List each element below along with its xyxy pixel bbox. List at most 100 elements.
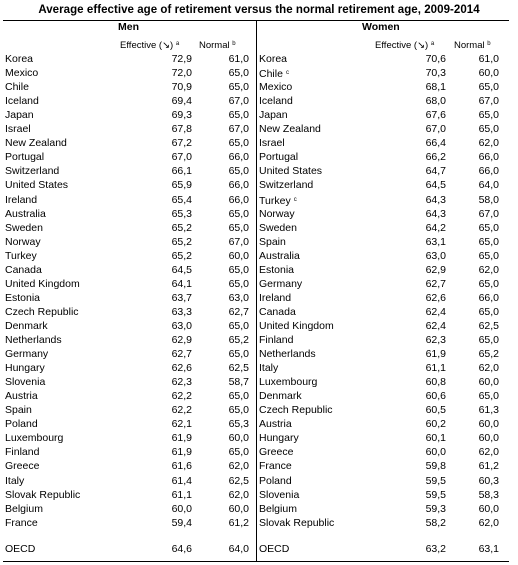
- men-table-row: Slovenia 62,3 58,7: [3, 375, 253, 389]
- country-name: Netherlands: [5, 333, 62, 347]
- country-label: Portugal: [5, 151, 45, 163]
- country-label: Slovenia: [259, 489, 300, 501]
- effective-age-value: 67,6: [425, 109, 446, 121]
- country-label: Finland: [259, 334, 294, 346]
- men-table-row: Hungary 62,6 62,5: [3, 361, 253, 375]
- men-effective-header: Effective (↘) a: [120, 40, 179, 51]
- country-label: Japan: [259, 109, 288, 121]
- country-label: Czech Republic: [259, 404, 333, 416]
- women-table-row: Sweden 64,2 65,0: [257, 221, 507, 235]
- effective-age-value: 59,5: [425, 475, 446, 487]
- country-label: Sweden: [5, 222, 43, 234]
- effective-age-value: 60,0: [171, 503, 192, 515]
- country-name: Norway: [259, 207, 295, 221]
- country-name: Slovenia: [259, 488, 299, 502]
- men-table-row: United States 65,9 66,0: [3, 178, 253, 192]
- country-name: Chile: [5, 80, 29, 94]
- country-label: Israel: [259, 137, 285, 149]
- effective-age-value: 65,4: [171, 194, 192, 206]
- effective-age-value: 68,0: [425, 95, 446, 107]
- normal-age-value: 62,0: [228, 460, 249, 472]
- country-name: Estonia: [5, 291, 40, 305]
- normal-age-value: 65,0: [228, 81, 249, 93]
- men-table-row: Chile 70,9 65,0: [3, 80, 253, 94]
- country-label: Korea: [259, 53, 288, 65]
- men-table-row: Mexico 72,0 65,0: [3, 66, 253, 80]
- effective-age-value: 62,6: [171, 362, 192, 374]
- normal-age-value: 63,0: [228, 292, 249, 304]
- country-name: Sweden: [259, 221, 297, 235]
- country-name: Canada: [259, 305, 296, 319]
- country-label: Australia: [5, 208, 46, 220]
- effective-age-value: 62,7: [425, 278, 446, 290]
- effective-age-value: 65,2: [171, 222, 192, 234]
- country-label: Estonia: [259, 264, 295, 276]
- men-table-row: Japan 69,3 65,0: [3, 108, 253, 122]
- country-name: Canada: [5, 263, 42, 277]
- women-table-row: Chile c 70,3 60,0: [257, 66, 507, 80]
- normal-age-value: 67,0: [478, 95, 499, 107]
- women-normal-header: Normal b: [454, 40, 491, 51]
- normal-age-value: 60,0: [478, 67, 499, 79]
- effective-age-value: 67,2: [171, 137, 192, 149]
- country-name: Ireland: [5, 193, 37, 207]
- normal-age-value: 65,0: [228, 208, 249, 220]
- country-name: Germany: [259, 277, 302, 291]
- country-name: Netherlands: [259, 347, 316, 361]
- effective-age-value: 64,2: [425, 222, 446, 234]
- country-name: Slovenia: [5, 375, 45, 389]
- men-table-row: Germany 62,7 65,0: [3, 347, 253, 361]
- women-table-row: Turkey c 64,3 58,0: [257, 193, 507, 207]
- effective-age-value: 59,4: [171, 517, 192, 529]
- normal-age-value: 65,0: [478, 390, 499, 402]
- country-name: Turkey c: [259, 193, 297, 208]
- country-name: Estonia: [259, 263, 294, 277]
- normal-age-value: 60,0: [478, 432, 499, 444]
- men-table-row: Turkey 65,2 60,0: [3, 249, 253, 263]
- men-table-row: Portugal 67,0 66,0: [3, 150, 253, 164]
- country-name: Spain: [259, 235, 286, 249]
- normal-age-value: 62,0: [228, 489, 249, 501]
- country-label: Luxembourg: [259, 376, 318, 388]
- normal-age-value: 60,0: [478, 418, 499, 430]
- women-normal-label: Normal: [454, 40, 485, 51]
- normal-age-value: 65,0: [478, 222, 499, 234]
- effective-age-value: 64,6: [171, 543, 192, 555]
- effective-age-value: 63,2: [425, 543, 446, 555]
- country-label: Netherlands: [5, 334, 62, 346]
- country-name: Denmark: [259, 389, 302, 403]
- normal-age-value: 61,2: [228, 517, 249, 529]
- women-table-row: Norway 64,3 67,0: [257, 207, 507, 221]
- effective-age-value: 64,7: [425, 165, 446, 177]
- normal-age-value: 60,0: [478, 503, 499, 515]
- effective-age-value: 60,1: [425, 432, 446, 444]
- men-table-row: Ireland 65,4 66,0: [3, 193, 253, 207]
- normal-age-value: 65,0: [228, 404, 249, 416]
- normal-age-value: 65,0: [478, 250, 499, 262]
- effective-age-value: 61,9: [425, 348, 446, 360]
- normal-age-value: 62,0: [478, 446, 499, 458]
- country-name: Poland: [5, 417, 38, 431]
- women-table-row: Slovak Republic 58,2 62,0: [257, 516, 507, 530]
- country-label: Canada: [5, 264, 42, 276]
- country-name: Austria: [5, 389, 38, 403]
- country-name: Korea: [5, 52, 33, 66]
- women-table-row: Poland 59,5 60,3: [257, 474, 507, 488]
- normal-age-value: 65,2: [478, 348, 499, 360]
- country-name: Luxembourg: [5, 431, 63, 445]
- country-label: Ireland: [259, 292, 292, 304]
- women-table-row: Estonia 62,9 62,0: [257, 263, 507, 277]
- country-label: Turkey: [259, 195, 291, 207]
- effective-age-value: 70,9: [171, 81, 192, 93]
- effective-age-value: 60,0: [425, 446, 446, 458]
- effective-age-value: 60,8: [425, 376, 446, 388]
- country-name: United Kingdom: [259, 319, 334, 333]
- country-footnote: c: [285, 70, 289, 76]
- country-name: Spain: [5, 403, 32, 417]
- effective-age-value: 67,0: [171, 151, 192, 163]
- country-label: Australia: [259, 250, 300, 262]
- men-table-row: Netherlands 62,9 65,2: [3, 333, 253, 347]
- normal-age-value: 61,0: [478, 53, 499, 65]
- effective-age-value: 66,1: [171, 165, 192, 177]
- women-table-row: Israel 66,4 62,0: [257, 136, 507, 150]
